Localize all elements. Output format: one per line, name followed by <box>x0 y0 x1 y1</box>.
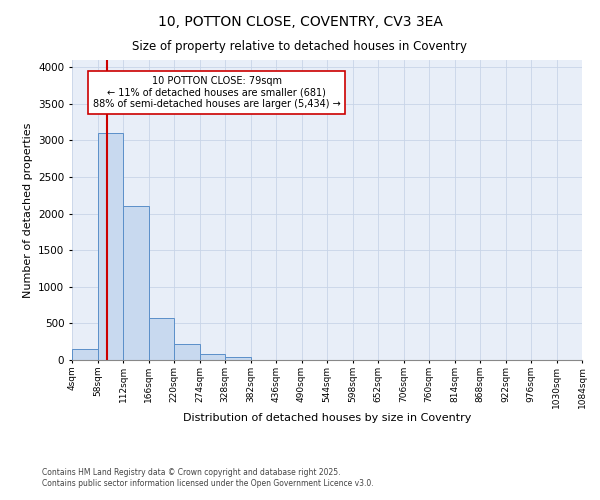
Text: Size of property relative to detached houses in Coventry: Size of property relative to detached ho… <box>133 40 467 53</box>
Bar <box>200 354 225 360</box>
Bar <box>72 349 97 360</box>
Bar <box>149 318 174 360</box>
Bar <box>97 133 123 360</box>
X-axis label: Distribution of detached houses by size in Coventry: Distribution of detached houses by size … <box>183 413 471 423</box>
Bar <box>225 356 251 360</box>
Y-axis label: Number of detached properties: Number of detached properties <box>23 122 32 298</box>
Text: 10, POTTON CLOSE, COVENTRY, CV3 3EA: 10, POTTON CLOSE, COVENTRY, CV3 3EA <box>158 15 442 29</box>
Text: 10 POTTON CLOSE: 79sqm
← 11% of detached houses are smaller (681)
88% of semi-de: 10 POTTON CLOSE: 79sqm ← 11% of detached… <box>92 76 340 110</box>
Text: Contains HM Land Registry data © Crown copyright and database right 2025.
Contai: Contains HM Land Registry data © Crown c… <box>42 468 374 487</box>
Bar <box>123 206 149 360</box>
Bar <box>174 344 199 360</box>
